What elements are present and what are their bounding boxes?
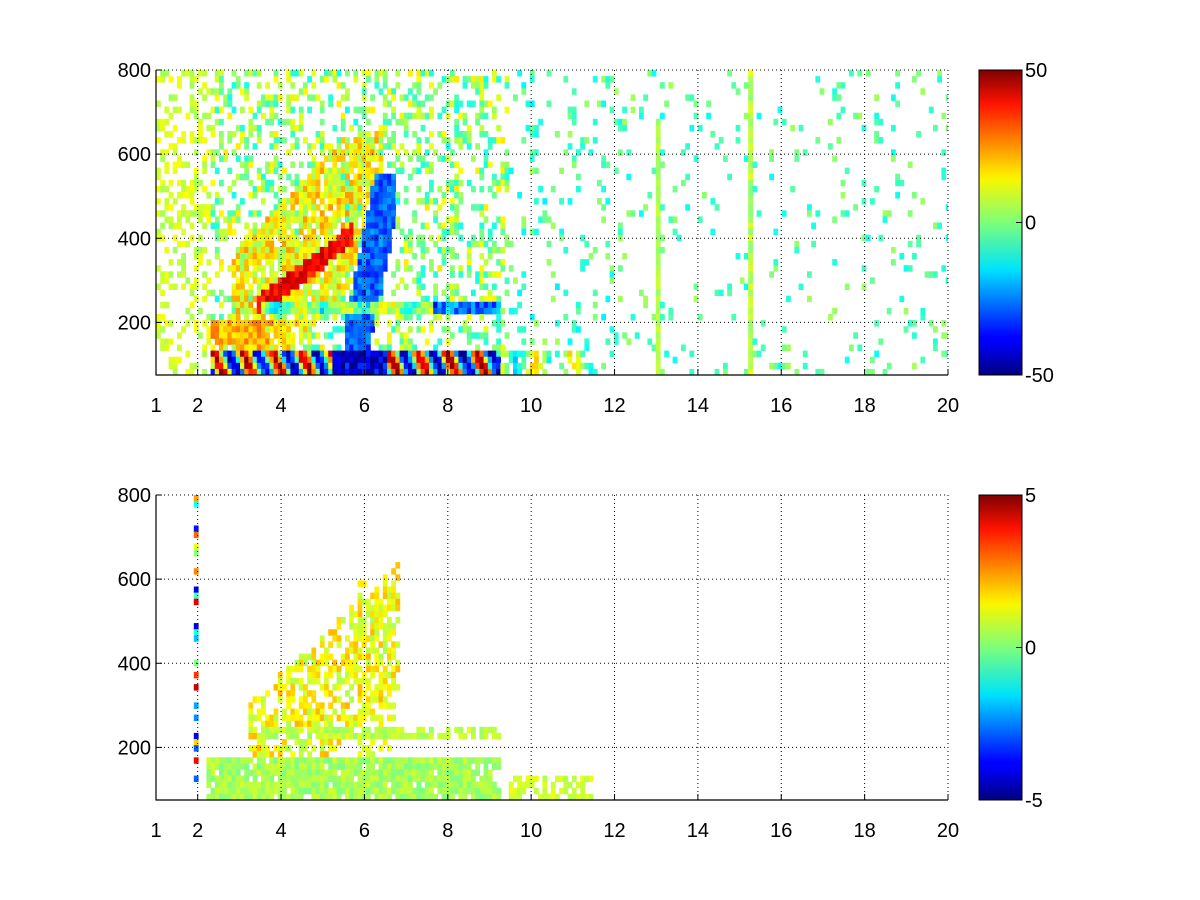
y-tick-label: 200 [118, 737, 151, 759]
y-tick-label: 600 [118, 144, 151, 166]
x-tick-label: 2 [192, 395, 203, 417]
colorbar-tick-label: 0 [1025, 213, 1036, 235]
x-tick-label: 6 [359, 395, 370, 417]
x-tick-label: 14 [687, 395, 709, 417]
heatmap-cells [193, 495, 594, 800]
x-tick-label: 6 [359, 820, 370, 842]
x-tick-label: 8 [442, 395, 453, 417]
y-tick-label: 800 [118, 60, 151, 82]
x-tick-label: 2 [192, 820, 203, 842]
y-tick-label: 800 [118, 485, 151, 507]
plot-area [156, 495, 948, 800]
x-tick-label: 20 [937, 395, 959, 417]
colorbar-tick-label: -50 [1025, 365, 1054, 387]
colorbar-tick-label: 0 [1025, 638, 1036, 660]
x-tick-label: 4 [275, 820, 286, 842]
y-tick-label: 400 [118, 228, 151, 250]
x-tick-label: 16 [770, 820, 792, 842]
y-tick-label: 200 [118, 312, 151, 334]
colorbar-tick-label: 50 [1025, 60, 1047, 82]
y-tick-label: 400 [118, 653, 151, 675]
colorbar [978, 494, 1023, 801]
colorbar [978, 69, 1023, 376]
colorbar-tick-label: -5 [1025, 790, 1043, 812]
x-tick-label: 10 [520, 820, 542, 842]
heatmap-cells [156, 70, 948, 375]
x-tick-label: 14 [687, 820, 709, 842]
y-tick-label: 600 [118, 569, 151, 591]
x-tick-label: 1 [150, 395, 161, 417]
x-tick-label: 12 [603, 395, 625, 417]
x-tick-label: 16 [770, 395, 792, 417]
x-tick-label: 4 [275, 395, 286, 417]
x-tick-label: 8 [442, 820, 453, 842]
x-tick-label: 10 [520, 395, 542, 417]
colorbar-tick-label: 5 [1025, 485, 1036, 507]
x-tick-label: 20 [937, 820, 959, 842]
x-tick-label: 12 [603, 820, 625, 842]
grid [156, 494, 949, 800]
grid [156, 69, 949, 375]
x-tick-label: 1 [150, 820, 161, 842]
x-tick-label: 18 [854, 395, 876, 417]
x-tick-label: 18 [854, 820, 876, 842]
